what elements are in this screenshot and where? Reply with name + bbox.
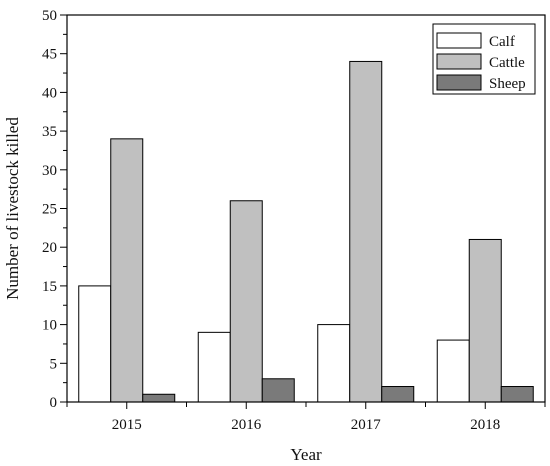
y-tick-label-40: 40 [42, 85, 57, 101]
y-tick-label-35: 35 [42, 124, 57, 140]
bar-calf-2018 [436, 339, 470, 403]
x-tick-label-2016: 2016 [231, 417, 262, 433]
bar-sheep-2018 [500, 386, 534, 403]
y-tick-label-0: 0 [50, 395, 58, 411]
y-axis-title: Number of livestock killed [3, 117, 22, 300]
bar-sheep-2017 [381, 386, 415, 403]
y-tick-label-15: 15 [42, 279, 57, 295]
y-tick-label-5: 5 [50, 356, 58, 372]
bar-calf-2016 [197, 331, 231, 403]
y-tick-label-50: 50 [42, 8, 57, 24]
y-tick-label-30: 30 [42, 163, 57, 179]
bar-cattle-2016 [229, 200, 263, 403]
y-tick-label-20: 20 [42, 240, 57, 256]
legend-swatch-cattle [436, 53, 482, 70]
plot-area [78, 60, 534, 403]
y-tick-label-25: 25 [42, 202, 57, 218]
bar-sheep-2015 [142, 393, 176, 403]
legend-label-sheep: Sheep [489, 76, 526, 92]
bar-cattle-2015 [110, 138, 144, 403]
legend-label-cattle: Cattle [489, 55, 525, 71]
bar-cattle-2017 [349, 60, 383, 403]
y-tick-label-10: 10 [42, 318, 57, 334]
bar-cattle-2018 [468, 238, 502, 403]
legend-label-calf: Calf [489, 34, 515, 50]
legend-swatch-sheep [436, 74, 482, 91]
bar-calf-2017 [317, 324, 351, 403]
bar-sheep-2016 [261, 378, 295, 403]
legend-swatch-calf [436, 32, 482, 49]
bar-calf-2015 [78, 285, 112, 403]
x-axis-title: Year [290, 445, 322, 464]
legend: Calf Cattle Sheep [432, 23, 536, 95]
y-tick-label-45: 45 [42, 47, 57, 63]
x-tick-label-2017: 2017 [351, 417, 382, 433]
x-tick-label-2018: 2018 [470, 417, 500, 433]
x-tick-label-2015: 2015 [112, 417, 142, 433]
axes: 0 5 10 15 20 25 30 35 40 45 50 2015 2016 2017 2018 [42, 8, 546, 433]
